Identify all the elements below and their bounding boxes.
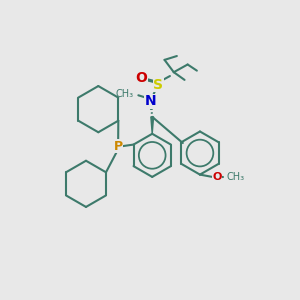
Text: P: P <box>114 140 123 153</box>
Text: N: N <box>145 94 157 108</box>
Text: O: O <box>212 172 222 182</box>
Text: CH₃: CH₃ <box>116 89 134 99</box>
Text: O: O <box>136 71 147 85</box>
Polygon shape <box>151 117 154 134</box>
Text: S: S <box>153 77 164 92</box>
Text: CH₃: CH₃ <box>226 172 244 182</box>
